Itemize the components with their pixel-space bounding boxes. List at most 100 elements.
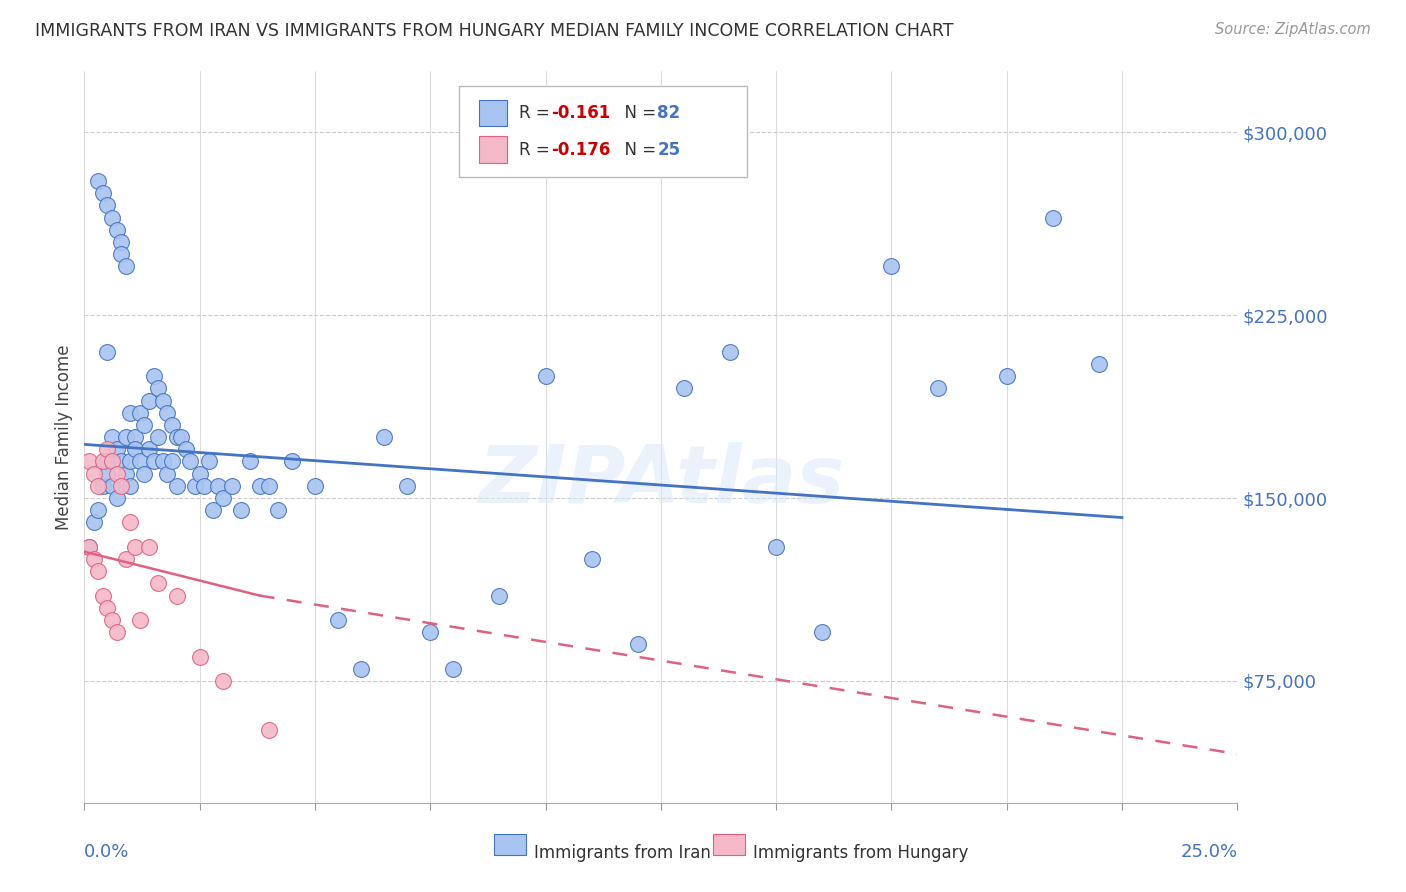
Point — [115, 467, 138, 481]
Text: -0.161: -0.161 — [551, 104, 610, 122]
Point — [96, 467, 118, 481]
Point — [811, 625, 834, 640]
Text: -0.176: -0.176 — [551, 141, 610, 159]
Point — [166, 430, 188, 444]
Point — [198, 454, 221, 468]
Point — [249, 479, 271, 493]
Text: 0.0%: 0.0% — [84, 843, 129, 861]
Point — [927, 381, 949, 395]
FancyBboxPatch shape — [494, 833, 526, 855]
Point — [105, 491, 128, 505]
Point — [257, 723, 280, 737]
Point — [718, 344, 741, 359]
Point — [627, 637, 650, 651]
Point — [110, 247, 132, 261]
Text: IMMIGRANTS FROM IRAN VS IMMIGRANTS FROM HUNGARY MEDIAN FAMILY INCOME CORRELATION: IMMIGRANTS FROM IRAN VS IMMIGRANTS FROM … — [35, 22, 953, 40]
Point — [211, 673, 233, 688]
Point — [101, 211, 124, 225]
Point — [441, 662, 464, 676]
Point — [534, 369, 557, 384]
Point — [373, 430, 395, 444]
Point — [120, 406, 142, 420]
Point — [96, 344, 118, 359]
Text: ZIPAtlas: ZIPAtlas — [478, 442, 844, 520]
Text: R =: R = — [519, 141, 555, 159]
Text: N =: N = — [613, 104, 661, 122]
Point — [174, 442, 197, 457]
Point — [77, 540, 100, 554]
Point — [179, 454, 201, 468]
Point — [110, 479, 132, 493]
Point — [160, 454, 183, 468]
Point — [170, 430, 193, 444]
Point — [138, 393, 160, 408]
Point — [166, 479, 188, 493]
Point — [105, 625, 128, 640]
Point — [326, 613, 349, 627]
Point — [124, 540, 146, 554]
Point — [134, 417, 156, 432]
Point — [96, 600, 118, 615]
Point — [120, 479, 142, 493]
FancyBboxPatch shape — [478, 100, 508, 127]
Point — [257, 479, 280, 493]
Text: R =: R = — [519, 104, 555, 122]
Point — [87, 174, 110, 188]
Point — [96, 454, 118, 468]
Point — [207, 479, 229, 493]
Point — [128, 454, 150, 468]
Point — [152, 454, 174, 468]
Point — [101, 613, 124, 627]
Point — [231, 503, 253, 517]
Point — [160, 417, 183, 432]
Point — [267, 503, 290, 517]
Point — [120, 516, 142, 530]
Point — [396, 479, 419, 493]
Point — [115, 260, 138, 274]
Point — [142, 454, 165, 468]
Point — [96, 198, 118, 212]
Point — [120, 454, 142, 468]
Point — [995, 369, 1018, 384]
Point — [188, 467, 211, 481]
Point — [77, 454, 100, 468]
Point — [96, 442, 118, 457]
Point — [146, 381, 169, 395]
Point — [105, 442, 128, 457]
Point — [672, 381, 695, 395]
Point — [115, 552, 138, 566]
Point — [184, 479, 207, 493]
Text: Source: ZipAtlas.com: Source: ZipAtlas.com — [1215, 22, 1371, 37]
FancyBboxPatch shape — [713, 833, 745, 855]
Point — [193, 479, 215, 493]
Point — [87, 564, 110, 578]
Point — [156, 467, 179, 481]
Point — [188, 649, 211, 664]
Point — [105, 467, 128, 481]
Point — [124, 442, 146, 457]
Point — [880, 260, 903, 274]
Point — [87, 503, 110, 517]
Point — [239, 454, 262, 468]
Text: Immigrants from Hungary: Immigrants from Hungary — [754, 845, 969, 863]
Point — [83, 552, 105, 566]
Point — [142, 369, 165, 384]
Point — [138, 442, 160, 457]
Point — [105, 223, 128, 237]
Point — [350, 662, 373, 676]
Point — [166, 589, 188, 603]
Point — [1042, 211, 1064, 225]
Point — [124, 430, 146, 444]
Point — [83, 467, 105, 481]
Text: 25.0%: 25.0% — [1180, 843, 1237, 861]
Point — [128, 406, 150, 420]
Point — [156, 406, 179, 420]
Point — [304, 479, 326, 493]
Point — [91, 589, 114, 603]
FancyBboxPatch shape — [460, 86, 748, 178]
FancyBboxPatch shape — [478, 136, 508, 163]
Point — [115, 430, 138, 444]
Point — [101, 479, 124, 493]
Point — [83, 516, 105, 530]
Point — [146, 430, 169, 444]
